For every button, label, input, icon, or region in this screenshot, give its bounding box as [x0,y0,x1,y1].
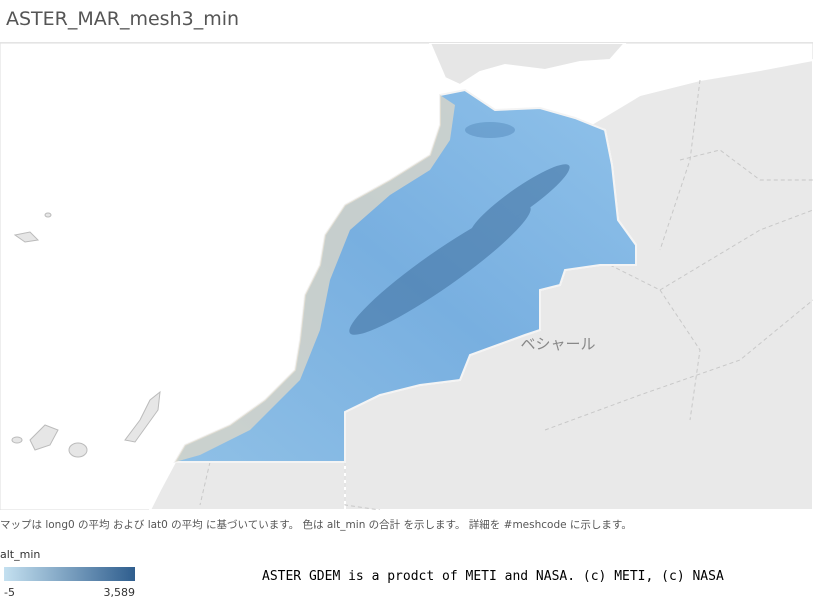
map[interactable]: ベシャール [0,43,813,510]
place-label: ベシャール [520,335,595,353]
legend-max: 3,589 [103,586,136,599]
footnote: マップは long0 の平均 および lat0 の平均 に基づいています。 色は… [0,519,632,531]
title: ASTER_MAR_mesh3_min [6,8,240,30]
legend-title: alt_min [0,548,41,561]
legend-color-bar [4,567,135,581]
legend-min: -5 [4,586,15,599]
credit: ASTER GDEM is a prodct of METI and NASA.… [262,569,724,584]
